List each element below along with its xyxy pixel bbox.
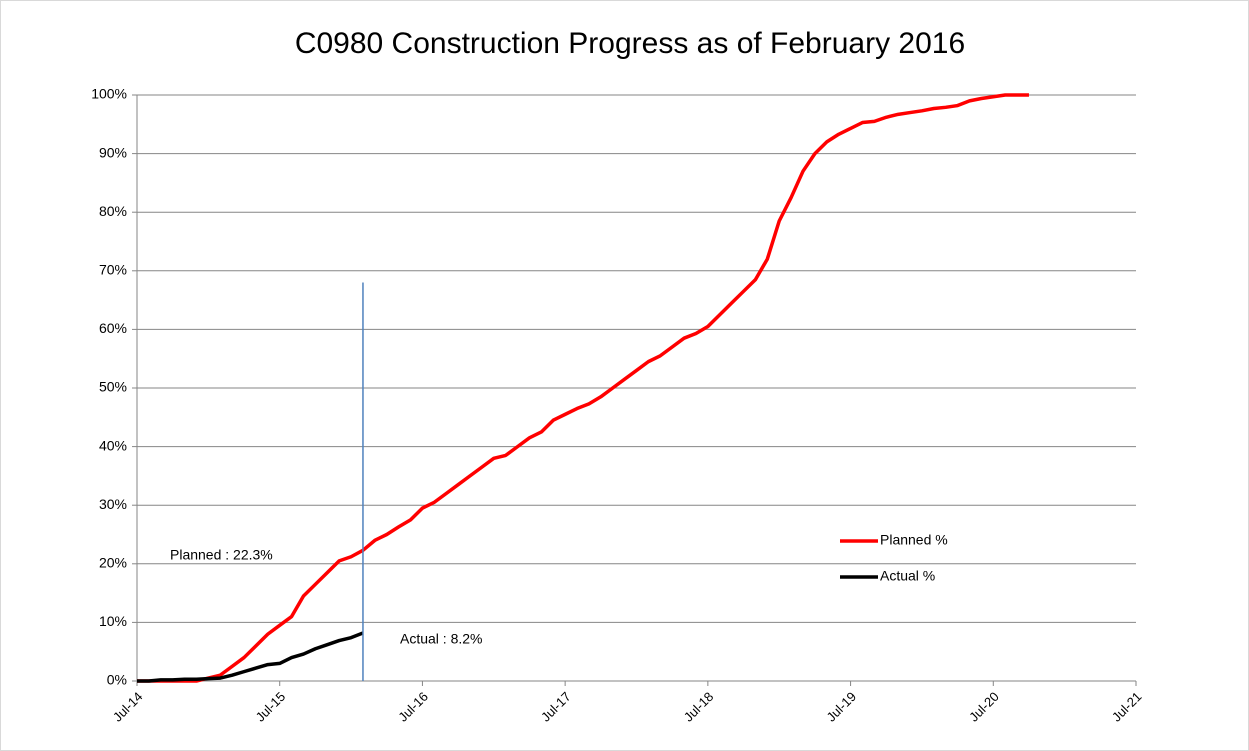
legend-label: Actual % [880,568,935,584]
y-tick-label: 30% [99,496,127,512]
series-line [137,93,1029,683]
y-tick-label: 100% [91,86,127,102]
y-tick-label: 20% [99,555,127,571]
legend-label: Planned % [880,532,948,548]
y-tick-label: 90% [99,144,127,160]
y-tick-label: 80% [99,203,127,219]
chart-title: C0980 Construction Progress as of Februa… [295,27,965,60]
y-tick-label: 40% [99,437,127,453]
annotation: Actual : 8.2% [400,631,483,647]
y-tick-label: 0% [107,672,127,688]
series-line [137,631,364,683]
y-tick-label: 60% [99,320,127,336]
y-tick-label: 50% [99,379,127,395]
y-tick-label: 10% [99,613,127,629]
y-tick-label: 70% [99,262,127,278]
annotation: Planned : 22.3% [170,547,273,563]
